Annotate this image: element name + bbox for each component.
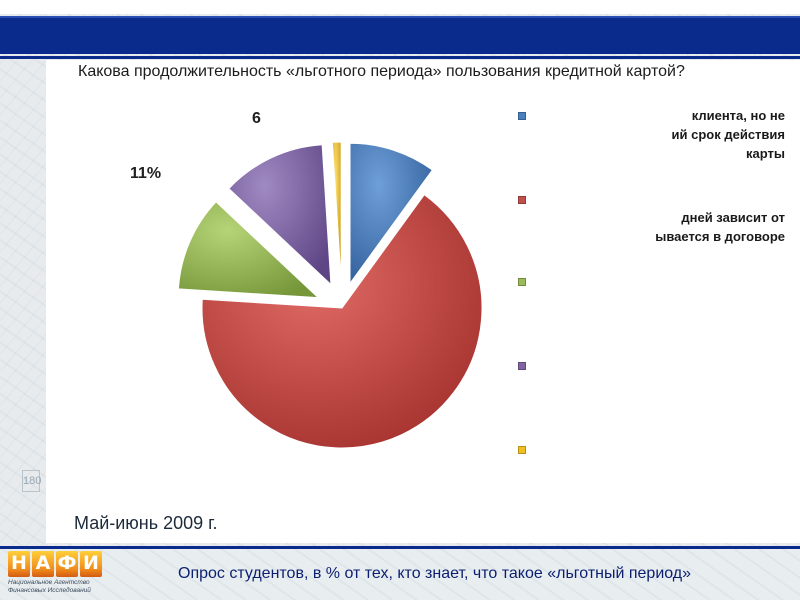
side-page-mark: 180 [22,470,41,492]
pie-slice-blue [349,142,434,285]
logo-caption-line2: Финансовых Исследований [8,587,91,594]
data-label-purple: 6 [252,110,261,127]
footer-line [0,546,800,549]
legend-marker-blue [518,112,526,120]
pie-slice-red [201,194,483,449]
pie-chart: 6 11% [130,110,483,449]
logo-letter-3: Ф [57,552,77,574]
legend-marker-purple [518,362,526,370]
top-strip [0,0,800,14]
logo-caption: Национальное Агентство Финансовых Исслед… [8,579,108,595]
logo-block-3 [56,551,78,577]
legend-marker-red [518,196,526,204]
nafi-logo: Н А Ф И Национальное Агентство Финансовы… [4,547,108,599]
logo-letter-4: И [83,552,99,574]
logo-caption-line1: Национальное Агентство [8,579,90,586]
footer-caption: Опрос студентов, в % от тех, кто знает, … [178,565,692,582]
header-bar [0,16,800,54]
chart-legend: клиента, но не ий срок действия карты дн… [500,104,790,464]
header-underline [0,56,800,59]
pie-slice-green [177,201,320,299]
question-title: Какова продолжительность «льготного пери… [78,63,685,80]
legend-text-blue: клиента, но не ий срок действия карты [671,108,785,161]
logo-block-2 [32,551,54,577]
pie-slice-purple [228,144,332,286]
pie-slice-yellow [331,141,342,283]
logo-letter-1: Н [11,552,27,574]
legend-marker-yellow [518,446,526,454]
data-label-green: 11% [130,165,161,182]
footer-area [0,549,800,600]
logo-blocks: Н А Ф И [6,551,106,579]
survey-date: Май-июнь 2009 г. [74,513,218,533]
logo-block-4 [80,551,102,577]
legend-marker-green [518,278,526,286]
logo-letter-2: А [35,552,51,574]
logo-block-1 [8,551,30,577]
legend-text-red: дней зависит от ывается в договоре [655,210,785,244]
